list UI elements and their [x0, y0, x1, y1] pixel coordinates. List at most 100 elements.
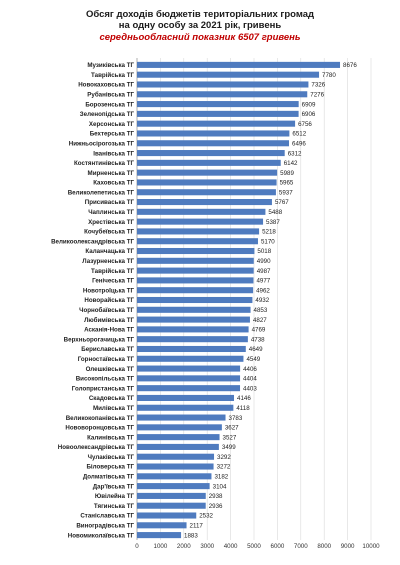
bar: [137, 179, 277, 186]
data-label: 6512: [292, 131, 306, 138]
bar: [137, 336, 248, 343]
data-label: 5170: [261, 238, 275, 245]
data-label: 3783: [229, 415, 243, 422]
bar: [137, 296, 253, 304]
category-label: Новотроїцька ТГ: [83, 287, 135, 294]
data-label: 4769: [252, 327, 266, 334]
bar: [137, 404, 234, 411]
category-label: Калинівська ТГ: [87, 434, 134, 441]
bar: [137, 130, 290, 137]
category-label: Великокопанівська ТГ: [66, 415, 135, 422]
bar: [137, 522, 187, 529]
data-label: 6142: [284, 160, 298, 167]
bar: [137, 287, 254, 294]
data-label: 8676: [343, 62, 357, 69]
category-label: Верхньорогачицька ТГ: [64, 336, 135, 343]
bar: [137, 414, 226, 421]
category-label: Кочубеївська ТГ: [84, 229, 134, 236]
bar: [137, 208, 266, 215]
x-tick-label: 6000: [271, 543, 285, 550]
chart-subtitle: середньообласний показник 6507 гривень: [99, 32, 301, 43]
bar: [137, 434, 220, 441]
category-label: Асканія-Нова ТГ: [84, 327, 134, 334]
bar: [137, 473, 212, 480]
x-tick-label: 9000: [341, 543, 355, 550]
bar: [137, 110, 299, 117]
data-label: 4549: [246, 356, 260, 363]
bar: [137, 394, 235, 401]
category-label: Каховська ТГ: [93, 180, 134, 187]
bar: [137, 247, 255, 255]
bar: [137, 91, 308, 98]
data-label: 1883: [184, 532, 198, 539]
bar: [137, 169, 278, 176]
bar: [137, 257, 254, 264]
category-label: Горностаївська ТГ: [78, 356, 135, 363]
category-label: Високопільська ТГ: [76, 376, 135, 383]
x-tick-label: 0: [135, 543, 139, 550]
bar: [137, 228, 260, 235]
bar: [137, 120, 296, 127]
category-label: Хрестівська ТГ: [88, 219, 134, 226]
bar: [137, 502, 206, 509]
x-tick-label: 4000: [224, 543, 238, 550]
data-label: 3272: [217, 464, 231, 471]
data-label: 3527: [223, 434, 237, 441]
category-label: Олешківська ТГ: [86, 366, 135, 373]
category-label: Бехтерська ТГ: [90, 131, 135, 138]
x-tick-label: 2000: [177, 543, 191, 550]
category-label: Рубанівська ТГ: [87, 91, 134, 98]
data-label: 7326: [311, 82, 325, 89]
bar: [137, 326, 249, 333]
bar: [137, 218, 264, 225]
category-label: Тягинська ТГ: [94, 503, 135, 510]
x-tick-label: 10000: [362, 543, 380, 550]
data-label: 6909: [302, 101, 316, 108]
data-label: 3499: [222, 444, 236, 451]
chart-title-line1: Обсяг доходів бюджетів територіальних гр…: [85, 9, 315, 20]
bar: [137, 316, 250, 323]
data-label: 4932: [255, 297, 269, 304]
data-label: 4853: [254, 307, 268, 314]
bar: [137, 443, 219, 450]
bar: [137, 61, 341, 68]
x-tick-label: 5000: [247, 543, 261, 550]
category-label: Нижньосірогозька ТГ: [69, 140, 135, 147]
data-label: 4404: [243, 376, 257, 383]
bar: [137, 159, 281, 166]
data-label: 7276: [310, 91, 324, 98]
data-label: 4738: [251, 336, 265, 343]
category-label: Костянтинівська ТГ: [74, 160, 135, 167]
data-label: 3292: [217, 454, 231, 461]
category-label: Чорнобаївська ТГ: [79, 307, 134, 314]
category-label: Таврійська ТГ: [91, 268, 134, 275]
category-label: Лазурненська ТГ: [82, 258, 134, 265]
bar: [137, 345, 246, 353]
data-label: 2938: [209, 493, 223, 500]
category-label: Каланчацька ТГ: [85, 248, 134, 255]
category-label: Новомиколаївська ТГ: [68, 532, 135, 539]
data-label: 5965: [280, 180, 294, 187]
category-label: Борозенська ТГ: [85, 101, 134, 108]
bar: [137, 140, 290, 147]
category-label: Музиківська ТГ: [87, 62, 134, 69]
category-label: Великоолександрівська ТГ: [51, 238, 134, 245]
category-label: Милівська ТГ: [93, 405, 135, 412]
category-label: Скадовська ТГ: [89, 395, 135, 402]
x-tick-label: 1000: [154, 543, 168, 550]
bar: [137, 277, 254, 284]
category-label: Дар'ївська ТГ: [93, 483, 135, 490]
data-label: 3182: [214, 474, 228, 481]
bar: [137, 199, 272, 206]
bar: [137, 453, 215, 460]
category-label: Новорайська ТГ: [84, 297, 134, 304]
category-label: Зеленопідська ТГ: [80, 111, 135, 118]
bar: [137, 71, 320, 78]
bar: [137, 375, 241, 382]
category-label: Любимівська ТГ: [84, 317, 134, 324]
bar: [137, 463, 214, 470]
data-label: 5018: [257, 248, 271, 255]
bar: [137, 385, 241, 392]
